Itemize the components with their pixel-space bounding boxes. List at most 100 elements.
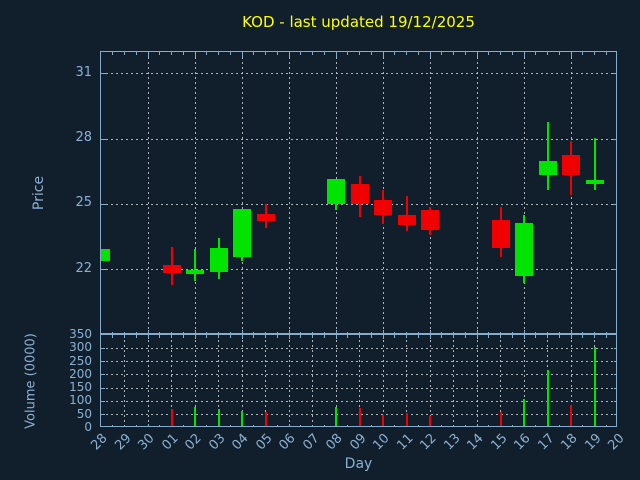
price-xtick: [182, 332, 184, 333]
volume-vgridline: [429, 335, 431, 426]
price-xtick: [594, 52, 595, 55]
volume-ytick: [101, 400, 105, 402]
volume-xtick: [523, 335, 525, 339]
price-xtick: [359, 52, 360, 55]
volume-xtick: [300, 335, 302, 338]
volume-ytick: [614, 414, 616, 416]
price-ytick: [613, 138, 616, 140]
volume-xtick: [558, 335, 560, 338]
price-xtick: [147, 330, 149, 333]
volume-xtick: [558, 425, 560, 426]
volume-vgridline: [359, 335, 360, 426]
volume-xtick: [276, 425, 278, 426]
volume-xtick: [276, 335, 278, 338]
volume-vgridline: [335, 335, 337, 426]
volume-gridline: [101, 374, 616, 376]
volume-ytick: [101, 414, 105, 416]
volume-xtick: [488, 425, 490, 426]
candle-wick: [194, 249, 196, 281]
volume-xtick: [417, 335, 419, 338]
candle-body: [538, 160, 557, 175]
volume-xtick: [382, 335, 384, 339]
price-vgridline: [241, 52, 243, 333]
volume-xtick: [171, 335, 172, 338]
price-plot-area: [100, 51, 617, 334]
price-xtick: [570, 52, 572, 57]
volume-xtick: [453, 425, 454, 426]
price-xtick: [523, 52, 525, 57]
volume-ytick-label: 200: [69, 366, 92, 381]
candle-body: [585, 180, 604, 184]
volume-vgridline: [147, 335, 149, 426]
volume-xtick: [594, 335, 595, 338]
price-gridline: [101, 269, 616, 271]
price-xtick: [605, 52, 607, 55]
price-xtick: [135, 52, 137, 55]
price-xtick: [453, 52, 454, 55]
volume-xtick: [570, 335, 572, 339]
price-xtick: [347, 332, 349, 333]
price-xtick: [265, 52, 266, 55]
volume-xtick: [206, 425, 208, 426]
volume-xtick: [535, 425, 537, 426]
volume-ytick: [614, 347, 616, 349]
volume-xtick: [453, 335, 454, 338]
price-xtick: [206, 332, 208, 333]
volume-xtick: [511, 335, 513, 338]
volume-bar: [241, 410, 243, 426]
price-xtick: [312, 52, 313, 55]
volume-bar: [546, 369, 549, 426]
candle-body: [256, 214, 275, 221]
price-vgridline: [476, 52, 478, 333]
candle-body: [186, 269, 204, 275]
price-xtick: [406, 332, 407, 333]
price-xtick: [370, 332, 372, 333]
price-xtick: [253, 52, 255, 55]
price-xtick: [218, 332, 219, 333]
price-xtick: [417, 332, 419, 333]
price-xtick: [300, 332, 302, 333]
volume-vgridline: [570, 335, 572, 426]
volume-vgridline: [194, 335, 196, 426]
volume-xtick: [253, 335, 255, 338]
volume-xtick: [265, 335, 266, 338]
price-xtick: [229, 52, 231, 55]
price-xtick: [382, 330, 384, 333]
price-xtick: [417, 52, 419, 55]
price-vgridline: [194, 52, 196, 333]
price-xtick: [488, 332, 490, 333]
candle-body: [162, 265, 181, 273]
price-vgridline: [523, 52, 525, 333]
volume-xtick: [347, 425, 349, 426]
price-xtick: [500, 332, 501, 333]
price-xtick: [112, 52, 114, 55]
volume-xtick: [312, 425, 313, 426]
volume-ytick: [614, 361, 616, 363]
price-xtick: [406, 52, 407, 55]
volume-ytick: [101, 374, 105, 376]
price-xtick: [464, 52, 466, 55]
price-ytick: [101, 203, 106, 205]
price-xtick: [253, 332, 255, 333]
volume-ytick: [101, 387, 105, 389]
price-xtick: [511, 332, 513, 333]
price-xtick: [218, 52, 219, 55]
price-xtick: [288, 330, 290, 333]
volume-xtick: [312, 335, 313, 338]
price-ytick: [613, 203, 616, 205]
volume-xtick: [323, 335, 325, 338]
price-xtick: [441, 52, 443, 55]
volume-xtick: [241, 335, 243, 339]
price-xtick: [359, 332, 360, 333]
price-xtick: [582, 332, 584, 333]
price-ytick-label: 28: [75, 130, 92, 146]
price-xtick: [570, 330, 572, 333]
candle-body: [515, 222, 533, 277]
price-xtick: [171, 52, 172, 55]
price-xtick: [605, 332, 607, 333]
volume-xtick: [535, 335, 537, 338]
volume-plot-area: [100, 334, 617, 427]
volume-ytick-label: 50: [76, 406, 92, 421]
price-xtick: [453, 332, 454, 333]
